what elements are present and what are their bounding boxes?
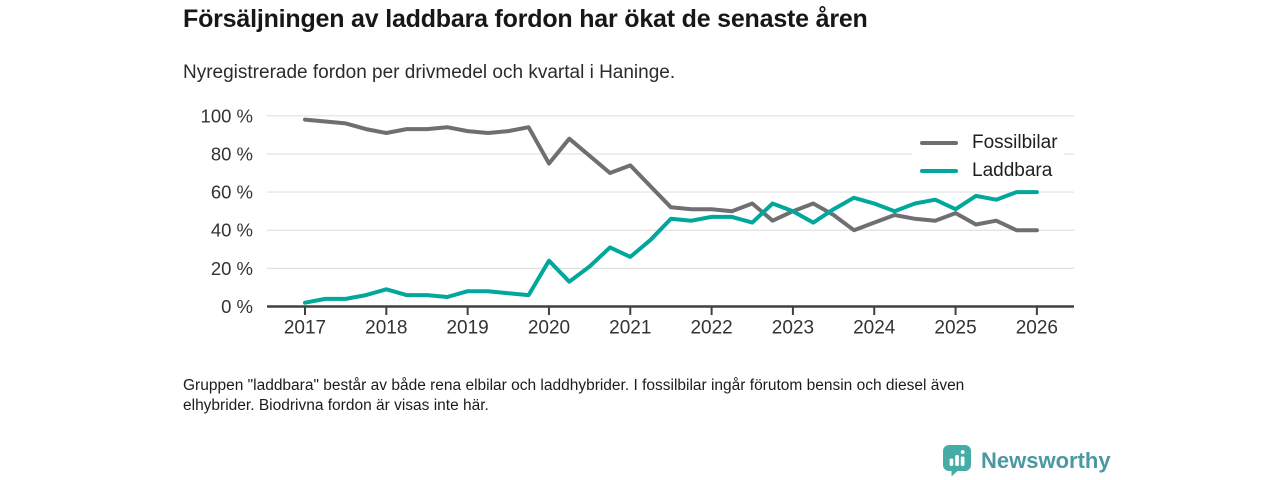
chart-subtitle: Nyregistrerade fordon per drivmedel och … (183, 62, 676, 83)
laddbara-line (303, 190, 1039, 305)
y-tick-label: 60 % (211, 182, 253, 203)
chart-title: Försäljningen av laddbara fordon har öka… (183, 5, 868, 33)
legend-label-laddbara: Laddbara (972, 160, 1053, 181)
newsworthy-icon (943, 445, 971, 477)
x-tick-label: 2025 (934, 318, 976, 339)
y-tick-label: 100 % (201, 105, 253, 126)
x-tick-label: 2023 (772, 318, 814, 339)
y-tick-label: 0 % (221, 296, 253, 317)
x-tick-label: 2018 (365, 318, 407, 339)
fossilbilar-line (303, 117, 1039, 233)
x-tick-label: 2026 (1016, 318, 1058, 339)
x-tick-label: 2021 (609, 318, 651, 339)
x-tick-label: 2022 (690, 318, 732, 339)
footnote: Gruppen "laddbara" består av både rena e… (183, 377, 965, 415)
laddbara-line-swatch (920, 169, 958, 173)
x-tick-label: 2020 (528, 318, 570, 339)
y-tick-label: 20 % (211, 258, 253, 279)
legend-item-laddbara: Laddbara (920, 157, 1058, 185)
legend-label-fossilbilar: Fossilbilar (972, 132, 1058, 153)
legend-item-fossilbilar: Fossilbilar (920, 129, 1058, 157)
x-tick-label: 2019 (446, 318, 488, 339)
x-tick-label: 2017 (284, 318, 326, 339)
y-tick-label: 80 % (211, 143, 253, 164)
newsworthy-logo: Newsworthy (942, 444, 1111, 477)
newsworthy-wordmark: Newsworthy (981, 447, 1111, 473)
legend: Fossilbilar Laddbara (912, 129, 1064, 185)
y-tick-label: 40 % (211, 220, 253, 241)
fossilbilar-line-swatch (920, 141, 958, 145)
x-tick-label: 2024 (853, 318, 896, 339)
